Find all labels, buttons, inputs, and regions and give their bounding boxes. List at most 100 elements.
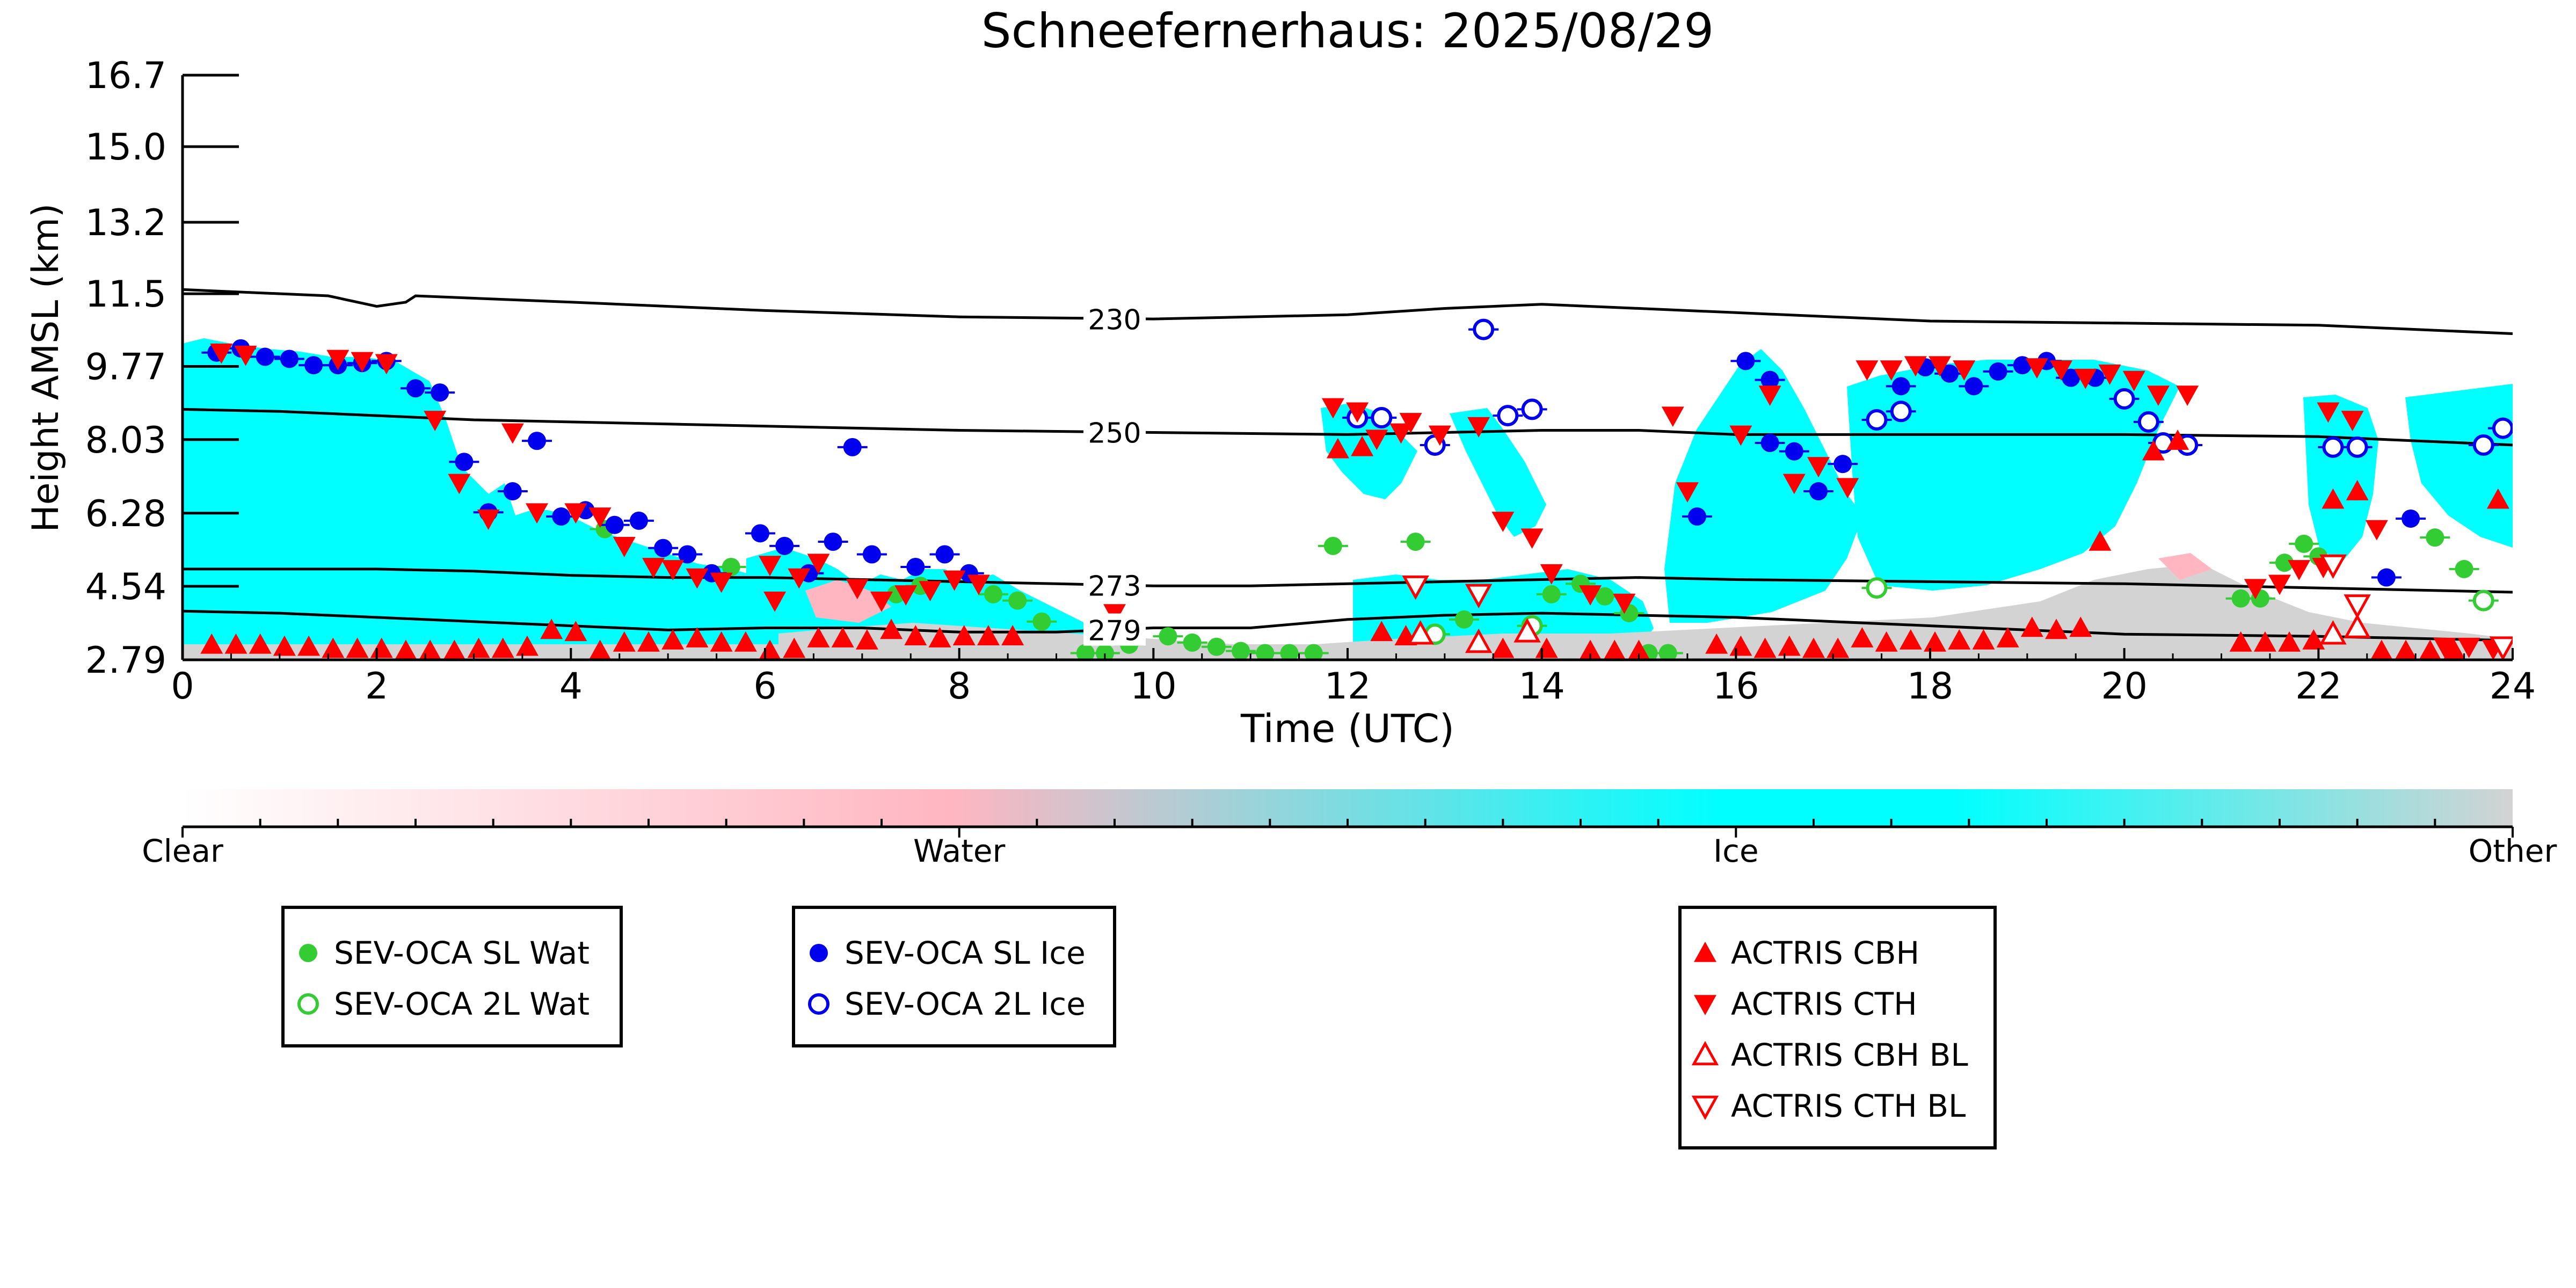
colorbar-label-water: Water: [913, 833, 1006, 869]
point-actris-cth: [2365, 520, 2388, 541]
point-actris-cth-bl: [2344, 594, 2371, 619]
point-actris-cbh: [2089, 530, 2112, 551]
point-actris-cth: [642, 558, 665, 578]
point-sev-oca-2l-ice: [1521, 398, 1543, 420]
point-actris-cth: [2176, 385, 2199, 406]
point-actris-cth: [1758, 385, 1781, 406]
colorbar-label-clear: Clear: [142, 833, 223, 869]
point-sev-oca-sl-ice: [528, 432, 547, 450]
legend-marker-actris-cth-bl: [1691, 1095, 1719, 1120]
x-tick-label: 14: [1518, 665, 1565, 708]
point-actris-cth: [1579, 585, 1602, 606]
point-actris-cbh: [2278, 631, 2301, 652]
legend-marker-sev-oca-2l-wat: [297, 993, 319, 1015]
point-sev-oca-sl-wat: [2295, 534, 2313, 553]
point-actris-cbh: [613, 631, 636, 652]
point-actris-cbh: [2395, 639, 2417, 660]
point-actris-cbh: [322, 637, 345, 658]
contour-line-273: [183, 567, 2513, 594]
point-actris-cth-bl: [1402, 575, 1429, 600]
point-actris-cth: [2146, 385, 2170, 406]
point-actris-cth: [1676, 482, 1699, 503]
point-actris-cbh-bl: [2344, 614, 2371, 638]
point-actris-cbh: [1491, 637, 1515, 658]
point-sev-oca-sl-ice: [1891, 377, 1910, 396]
point-actris-cth-bl: [2319, 554, 2347, 579]
contour-label-273: 273: [1088, 571, 1141, 603]
point-sev-oca-2l-ice: [2472, 434, 2494, 456]
point-actris-cbh: [467, 637, 490, 658]
point-actris-cth: [967, 574, 990, 595]
point-actris-cbh: [2302, 629, 2325, 650]
point-actris-cth: [501, 423, 524, 444]
legend-label-actris-cth-bl: ACTRIS CTH BL: [1731, 1088, 1966, 1124]
point-actris-cth: [613, 537, 636, 557]
legend-label-sev-oca-sl-ice: SEV-OCA SL Ice: [845, 935, 1086, 971]
point-actris-cbh: [1778, 635, 1801, 656]
point-actris-cbh: [1627, 639, 1650, 660]
point-actris-cbh: [783, 637, 806, 658]
y-tick-label: 16.7: [85, 55, 166, 97]
point-actris-cbh: [491, 637, 514, 658]
point-sev-oca-sl-ice: [503, 482, 522, 501]
contour-label-bg: [1083, 302, 1146, 335]
contour-labels: 230 250 273 279: [1083, 302, 1146, 647]
point-sev-oca-sl-ice: [751, 524, 769, 543]
legend-label-sev-oca-sl-wat: SEV-OCA SL Wat: [334, 935, 590, 971]
legend-label-actris-cth: ACTRIS CTH: [1731, 986, 1917, 1022]
point-actris-cbh: [2443, 639, 2466, 660]
point-actris-cth: [1491, 512, 1515, 532]
point-actris-cth: [1807, 457, 1830, 478]
point-sev-oca-2l-ice: [1866, 409, 1888, 431]
legend-marker-sev-oca-sl-wat: [299, 944, 317, 962]
point-sev-oca-sl-wat: [1095, 644, 1114, 660]
contour-label-279: 279: [1088, 615, 1141, 647]
point-actris-cth: [1929, 356, 1952, 377]
point-actris-cbh-bl: [1407, 620, 1434, 645]
point-actris-cbh: [1753, 637, 1777, 658]
point-actris-cbh: [928, 627, 951, 647]
point-sev-oca-sl-wat: [1304, 644, 1323, 660]
point-sev-oca-sl-ice: [455, 453, 474, 471]
point-sev-oca-sl-wat: [1406, 533, 1425, 551]
point-actris-cbh: [515, 635, 539, 656]
point-actris-cbh: [855, 629, 878, 650]
point-sev-oca-2l-ice: [1473, 318, 1495, 340]
point-actris-cbh: [2166, 430, 2189, 450]
point-actris-cbh: [1875, 631, 1898, 652]
ice-region: [2303, 395, 2378, 564]
point-sev-oca-sl-ice: [1809, 482, 1828, 501]
colorbar-label-ice: Ice: [1713, 833, 1759, 869]
point-actris-cbh: [564, 621, 587, 642]
point-actris-cbh: [1972, 629, 1995, 650]
point-actris-cbh: [637, 631, 660, 652]
point-actris-cth: [2268, 574, 2291, 595]
point-actris-cth: [1953, 360, 1976, 381]
legend-marker-actris-cbh-bl: [1691, 1040, 1719, 1066]
point-sev-oca-2l-ice: [2113, 388, 2135, 410]
point-sev-oca-sl-wat: [1232, 642, 1250, 660]
point-actris-cbh: [297, 635, 321, 656]
point-actris-cth: [1428, 425, 1451, 446]
point-actris-cth: [1399, 413, 1422, 433]
x-tick-label: 20: [2101, 665, 2148, 708]
point-actris-cbh: [880, 618, 903, 639]
point-actris-cbh: [952, 625, 976, 645]
point-actris-cbh: [710, 631, 733, 652]
point-actris-cth: [1904, 356, 1927, 377]
ice-region: [1847, 360, 2180, 591]
contour-line-230: [183, 288, 2513, 335]
point-actris-cbh: [1579, 639, 1602, 660]
point-actris-cbh: [2486, 488, 2509, 509]
point-actris-cth: [807, 554, 830, 574]
colorbar-ticks: [181, 819, 2514, 838]
point-actris-cbh: [1924, 631, 1947, 652]
colorbar-label-other: Other: [2469, 833, 2557, 869]
point-actris-cth: [2288, 560, 2311, 580]
ice-region: [1664, 349, 1863, 623]
y-tick-label: 11.5: [85, 273, 166, 316]
legend-frame: [1678, 906, 1997, 1149]
point-sev-oca-2l-ice: [1497, 405, 1519, 427]
y-axis-label: Height AMSL (km): [25, 203, 67, 533]
point-actris-cbh: [249, 633, 272, 654]
